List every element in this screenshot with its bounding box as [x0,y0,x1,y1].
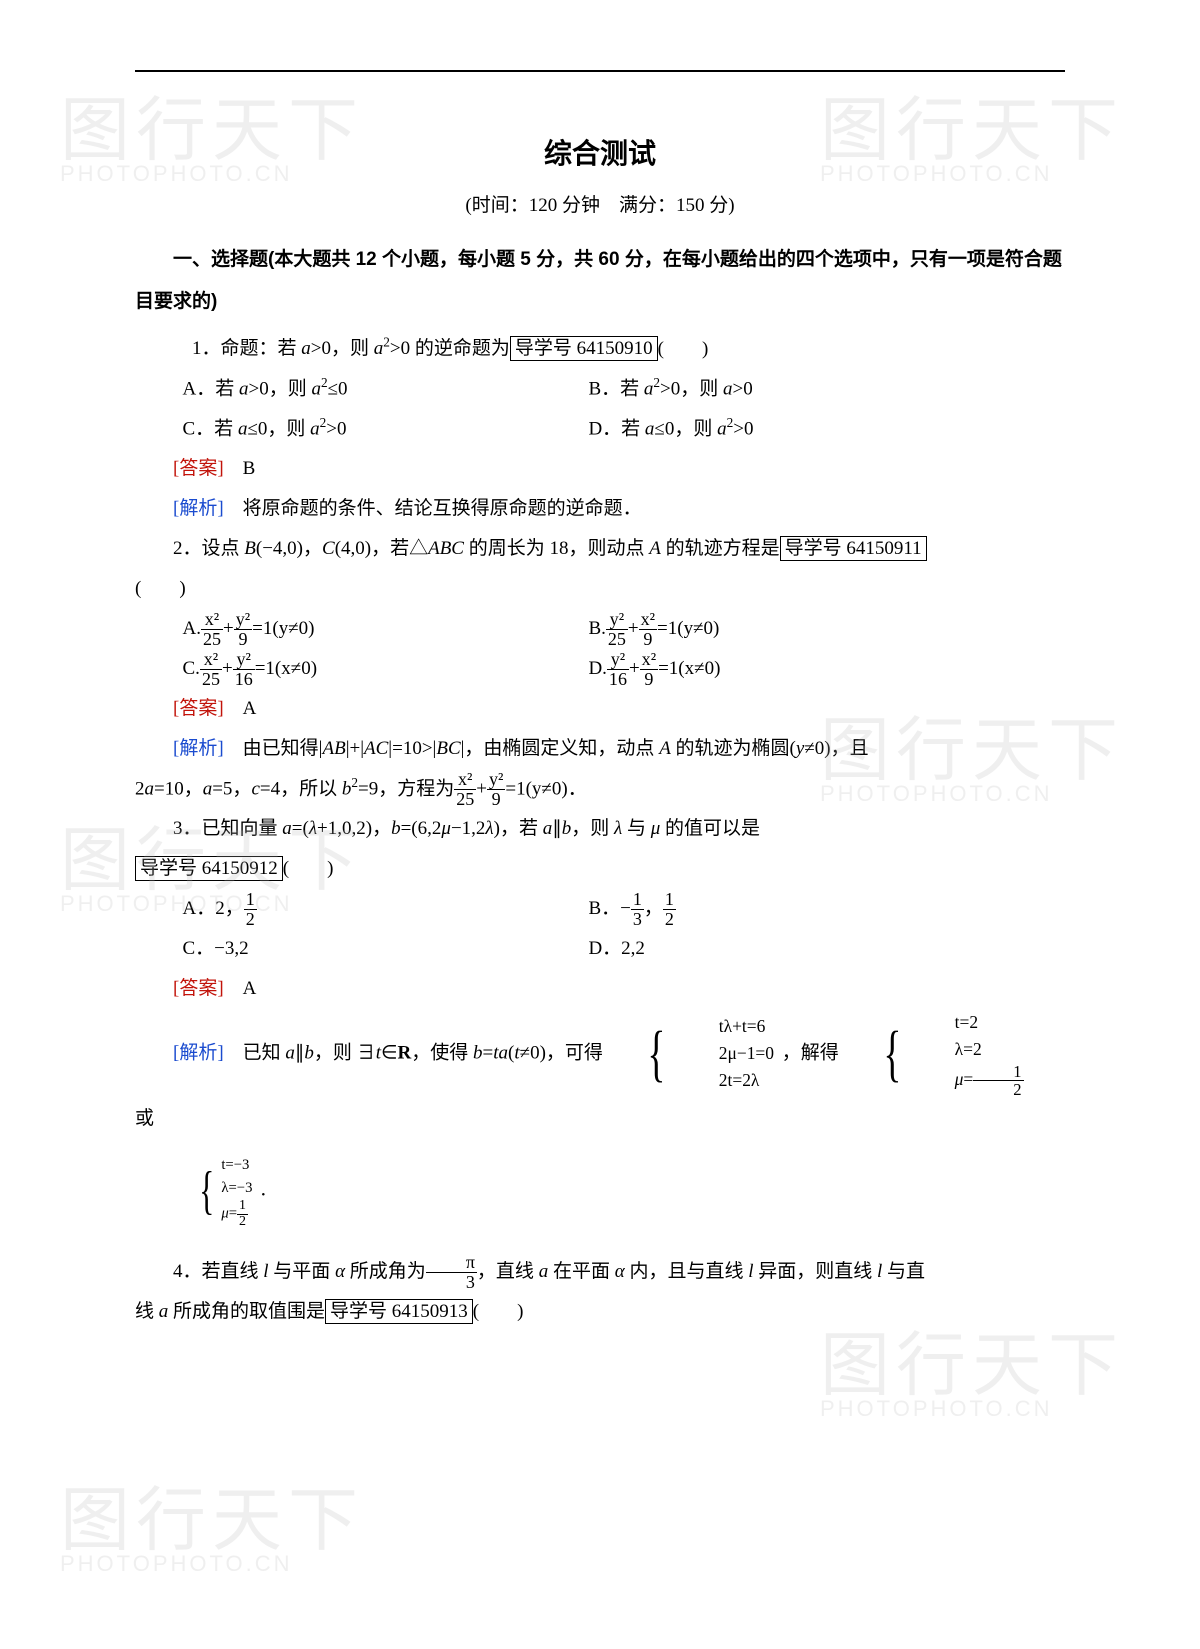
q3-options-row1: A．2，12 B．−13，12 [135,889,1065,929]
q4-stem-2: 线 a 所成角的取值围是导学号 64150913( ) [135,1292,1065,1332]
q3-optA: A．2，12 [183,889,589,929]
q2-analysis-1: [解析] 由已知得|AB|+|AC|=10>|BC|，由椭圆定义知，动点 A 的… [135,729,1065,769]
cases-2: { t=2 λ=2 μ=12 [847,1009,1024,1099]
q3-analysis: [解析] 已知 a∥b，则 ∃t∈R，使得 b=ta(t≠0)，可得 { tλ+… [135,1009,1065,1139]
q2-paren: ( ) [135,569,1065,609]
q2-optD: D.y²16+x²9=1(x≠0) [588,649,1065,689]
q2-options-row1: A.x²25+y²9=1(y≠0) B.y²25+x²9=1(y≠0) [135,609,1065,649]
q1-stem: 1．命题：若 a>0，则 a2>0 的逆命题为导学号 64150910( ) [135,329,1065,369]
q2-stem: 2．设点 B(−4,0)，C(4,0)，若△ABC 的周长为 18，则动点 A … [135,529,1065,569]
q1-stem-text: 1．命题：若 a>0，则 a2>0 的逆命题为 [173,338,510,359]
top-rule [135,70,1065,72]
watermark: 图行天下PHOTOPHOTO.CN [60,1490,364,1577]
q1-optC: C．若 a≤0，则 a2>0 [183,409,589,449]
section-1-heading: 一、选择题(本大题共 12 个小题，每小题 5 分，共 60 分，在每小题给出的… [135,239,1065,323]
exam-page: 图行天下PHOTOPHOTO.CN 图行天下PHOTOPHOTO.CN 图行天下… [0,0,1200,1649]
q3-options-row2: C．−3,2 D．2,2 [135,929,1065,969]
q2-optC: C.x²25+y²16=1(x≠0) [183,649,589,689]
q1-answer: [答案] B [135,449,1065,489]
q4-stem: 4．若直线 l 与平面 α 所成角为π3，直线 a 在平面 α 内，且与直线 l… [135,1252,1065,1292]
q3-analysis-cont: { t=−3 λ=−3 μ=12 ． [191,1154,1065,1230]
q3-answer: [答案] A [135,969,1065,1009]
cases-3: { t=−3 λ=−3 μ=12 [194,1154,252,1230]
q2-optA: A.x²25+y²9=1(y≠0) [183,609,589,649]
q3-optB: B．−13，12 [588,889,1065,929]
q3-optD: D．2,2 [588,929,1065,969]
q2-options-row2: C.x²25+y²16=1(x≠0) D.y²16+x²9=1(x≠0) [135,649,1065,689]
cases-1: { tλ+t=6 2μ−1=0 2t=2λ [611,1013,774,1094]
q2-answer: [答案] A [135,689,1065,729]
study-tag: 导学号 64150911 [780,536,927,561]
q1-options-row2: C．若 a≤0，则 a2>0 D．若 a≤0，则 a2>0 [135,409,1065,449]
q3-stem: 3．已知向量 a=(λ+1,0,2)，b=(6,2μ−1,2λ)，若 a∥b，则… [135,809,1065,849]
study-tag: 导学号 64150913 [325,1299,473,1324]
q1-optA: A．若 a>0，则 a2≤0 [183,369,589,409]
exam-title: 综合测试 [135,132,1065,172]
q1-optB: B．若 a2>0，则 a>0 [588,369,1065,409]
q1-paren: ( ) [658,338,709,359]
q3-optC: C．−3,2 [183,929,589,969]
q1-optD: D．若 a≤0，则 a2>0 [588,409,1065,449]
q3-stem-2: 导学号 64150912( ) [135,849,1065,889]
q1-options-row1: A．若 a>0，则 a2≤0 B．若 a2>0，则 a>0 [135,369,1065,409]
q2-optB: B.y²25+x²9=1(y≠0) [588,609,1065,649]
study-tag: 导学号 64150912 [135,856,283,881]
q1-analysis: [解析] 将原命题的条件、结论互换得原命题的逆命题． [135,489,1065,529]
q2-analysis-2: 2a=10，a=5，c=4，所以 b2=9，方程为x²25+y²9=1(y≠0)… [135,769,1065,809]
exam-subtitle: (时间：120 分钟 满分：150 分) [135,190,1065,217]
watermark: 图行天下PHOTOPHOTO.CN [820,1335,1124,1422]
study-tag: 导学号 64150910 [510,336,658,361]
